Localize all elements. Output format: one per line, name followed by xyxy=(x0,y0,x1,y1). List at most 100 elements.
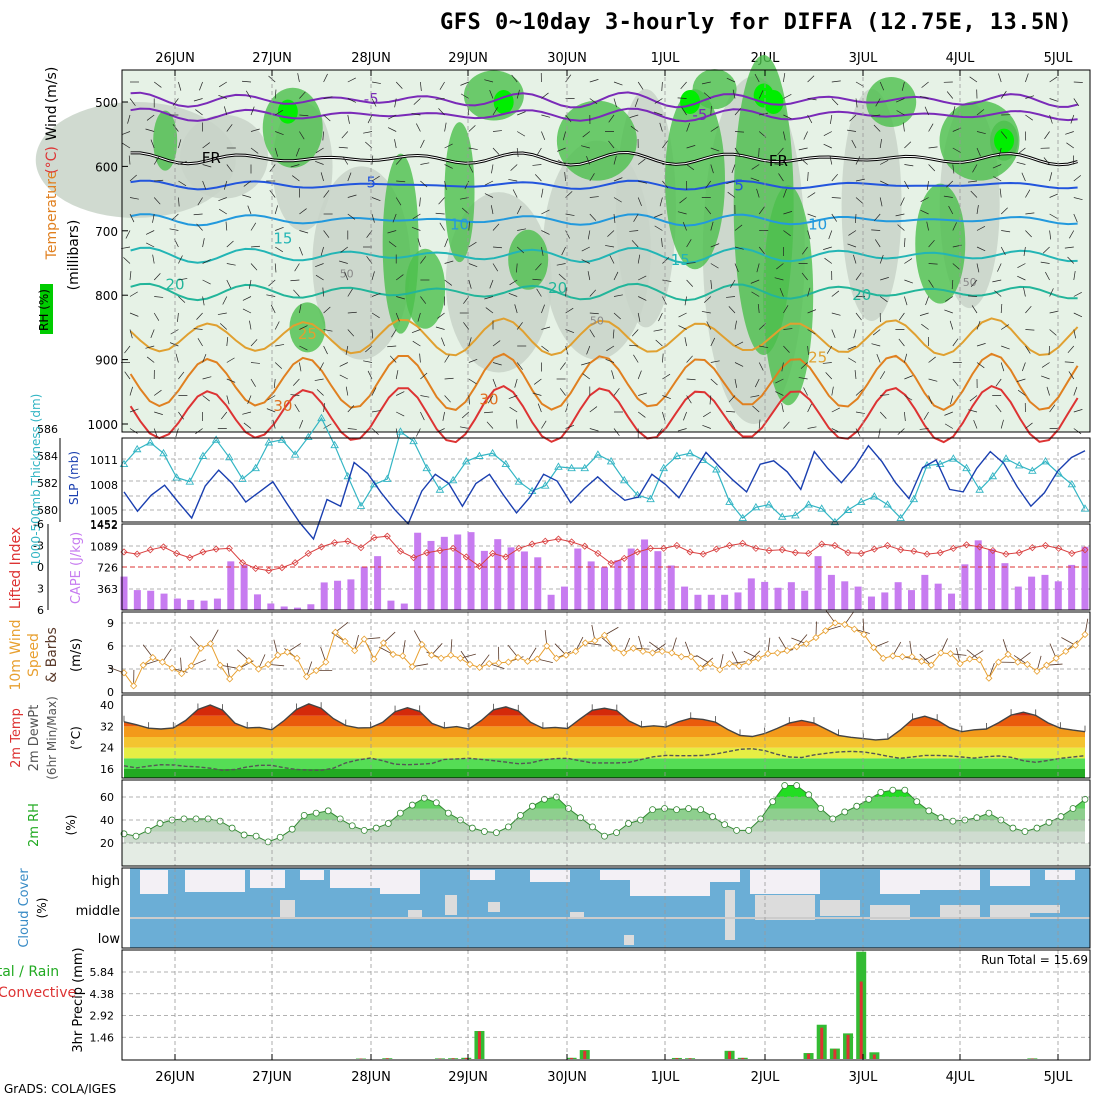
contour-label-19: 50 xyxy=(963,276,977,289)
rh-point-30 xyxy=(480,828,488,835)
contour-freezing-inner xyxy=(130,151,1078,166)
upper-wind-barb xyxy=(971,305,978,314)
upper-wind-barb xyxy=(952,378,959,387)
upper-wind-barb xyxy=(508,292,518,297)
upper-wind-barb xyxy=(202,296,205,306)
upper-wind-barb xyxy=(710,337,716,347)
upper-wind-barb xyxy=(880,394,890,396)
wind-speed-point-53 xyxy=(629,644,637,652)
upper-wind-barb xyxy=(394,139,397,149)
upper-wind-barb xyxy=(170,329,179,335)
cloud-patch-13 xyxy=(920,870,980,890)
wind-barb-80 xyxy=(892,641,902,657)
precip-conv-bar-56 xyxy=(859,981,863,1059)
slp-line xyxy=(123,444,1086,541)
upper-wind-barb xyxy=(783,345,790,353)
temp-band-6 xyxy=(124,705,1085,716)
upper-wind-barb xyxy=(637,411,646,418)
upper-wind-barb xyxy=(678,325,687,330)
upper-wind-barb xyxy=(734,320,737,330)
thickness-point-40 xyxy=(646,494,655,503)
upper-wind-barb xyxy=(900,197,905,206)
cape-bar-53 xyxy=(827,574,835,610)
upper-wind-barb xyxy=(514,378,518,388)
upper-wind-barb xyxy=(783,230,791,237)
upper-wind-barb xyxy=(218,208,227,215)
upper-wind-barb xyxy=(904,164,914,167)
cloud-patch-23 xyxy=(870,905,910,920)
upper-wind-barb xyxy=(874,213,881,222)
ylabel-wind-speed: Speed xyxy=(26,633,42,677)
ylabel-millibars: (millibars) xyxy=(66,220,82,291)
x-tick-bottom-2: 28JUN xyxy=(351,1070,391,1085)
upper-wind-barb xyxy=(129,408,139,413)
upper-wind-barb xyxy=(801,272,808,281)
lifted-point-53 xyxy=(818,540,826,548)
upper-wind-barb xyxy=(419,197,421,207)
upper-wind-barb xyxy=(1073,271,1076,281)
thickness-point-42 xyxy=(672,451,682,459)
upper-wind-barb xyxy=(316,389,324,396)
cape-bar-8 xyxy=(227,561,235,610)
rh-point-11 xyxy=(252,832,260,840)
upper-wind-barb xyxy=(484,180,494,186)
upper-wind-barb xyxy=(728,306,736,314)
upper-wind-barb xyxy=(904,237,906,248)
upper-wind-barb xyxy=(444,377,454,380)
upper-wind-barb xyxy=(1040,261,1050,264)
rh-point-57 xyxy=(805,791,813,799)
upper-wind-barb xyxy=(1067,345,1075,354)
upper-wind-barb xyxy=(202,395,210,402)
upper-wind-barb xyxy=(371,387,377,396)
wind-speed-point-62 xyxy=(716,666,724,674)
upper-wind-barb xyxy=(637,254,641,264)
upper-wind-barb xyxy=(637,197,642,206)
upper-wind-barb xyxy=(1023,287,1026,297)
cape-bar-41 xyxy=(667,565,675,610)
wind-speed-point-17 xyxy=(283,648,291,656)
upper-wind-barb xyxy=(416,428,421,437)
upper-wind-barb xyxy=(323,329,333,332)
upper-wind-barb xyxy=(710,221,714,231)
upper-wind-barb xyxy=(944,423,953,429)
wind-barb-56 xyxy=(648,641,663,652)
x-tick-top-5: 1JUL xyxy=(651,51,681,66)
upper-wind-barb xyxy=(1073,312,1083,318)
upper-wind-barb xyxy=(250,378,256,387)
cloud-patch-1 xyxy=(185,870,245,892)
upper-wind-barb xyxy=(952,222,957,231)
lifted-point-25 xyxy=(449,544,457,552)
lifted-point-28 xyxy=(489,549,497,557)
upper-wind-barb xyxy=(1049,98,1059,102)
cape-bar-31 xyxy=(534,557,542,610)
upper-wind-barb xyxy=(459,197,469,200)
upper-wind-barb xyxy=(855,178,865,182)
wind-speed-point-55 xyxy=(648,649,657,657)
upper-wind-barb xyxy=(299,420,304,429)
upper-wind-barb xyxy=(1066,142,1075,149)
upper-wind-barb xyxy=(178,296,186,303)
upper-wind-barb xyxy=(367,114,373,124)
upper-wind-barb xyxy=(1025,305,1032,314)
upper-wind-barb xyxy=(492,378,497,388)
upper-wind-barb xyxy=(396,391,405,396)
upper-wind-barb xyxy=(855,156,861,165)
upper-wind-barb xyxy=(484,193,494,198)
cape-bar-0 xyxy=(120,576,128,610)
lifted-point-6 xyxy=(199,548,207,556)
thickness-point-24 xyxy=(435,485,445,493)
ylabel-temp-unit: (°C) xyxy=(69,726,83,750)
upper-wind-barb xyxy=(290,394,300,396)
upper-wind-barb xyxy=(774,277,784,281)
upper-wind-barb xyxy=(468,337,472,347)
wind-barb-70 xyxy=(796,634,808,648)
upper-wind-barb xyxy=(682,222,687,231)
thickness-point-50 xyxy=(777,512,787,520)
upper-wind-barb xyxy=(338,146,348,149)
upper-wind-barb xyxy=(973,420,978,429)
upper-wind-barb xyxy=(154,179,164,182)
rh-point-58 xyxy=(817,805,825,812)
upper-wind-barb xyxy=(388,114,397,120)
wind-barb-41 xyxy=(507,644,519,658)
